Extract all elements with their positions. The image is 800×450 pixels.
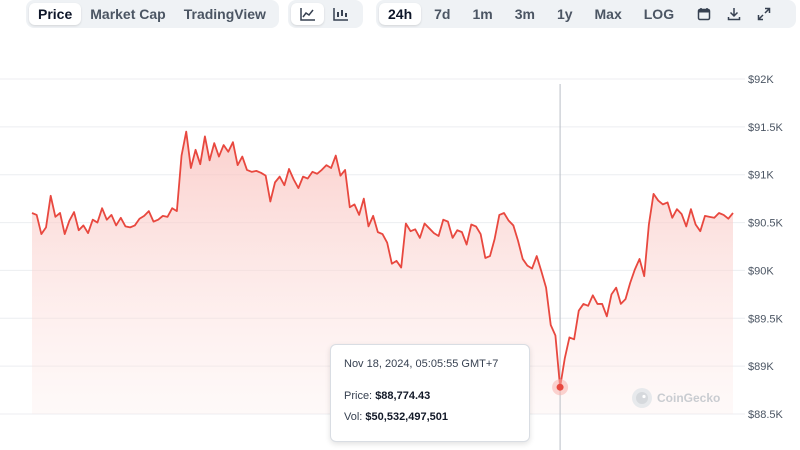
tab-price[interactable]: Price xyxy=(29,3,82,25)
expand-icon[interactable] xyxy=(749,3,779,25)
price-line xyxy=(31,130,734,389)
y-tick-label: $91.5K xyxy=(748,122,784,134)
range-max[interactable]: Max xyxy=(594,6,622,22)
tab-tradingview[interactable]: TradingView xyxy=(183,6,266,22)
range-1y[interactable]: 1y xyxy=(556,6,573,22)
tooltip-price-label: Price: xyxy=(344,390,373,402)
tooltip-price-value: $88,774.43 xyxy=(375,390,431,402)
time-range-group: 24h 7d 1m 3m 1y Max LOG xyxy=(376,0,796,28)
y-tick-label: $92K xyxy=(748,74,774,86)
price-tooltip: Nov 18, 2024, 05:05:55 GMT+7 Price: $88,… xyxy=(330,344,530,442)
calendar-icon[interactable] xyxy=(689,3,719,25)
chart-toolbar: Price Market Cap TradingView 24h 7d 1m 3… xyxy=(0,0,800,30)
tooltip-vol-row: Vol: $50,532,497,501 xyxy=(344,411,516,423)
y-tick-label: $89K xyxy=(748,361,774,373)
view-tab-group: Price Market Cap TradingView xyxy=(26,0,279,28)
chart-type-group xyxy=(288,0,363,28)
y-tick-label: $90.5K xyxy=(748,218,784,230)
tooltip-date: Nov 18, 2024, 05:05:55 GMT+7 xyxy=(344,358,499,370)
line-chart-icon[interactable] xyxy=(291,3,324,25)
range-1m[interactable]: 1m xyxy=(472,6,493,22)
hover-point xyxy=(556,383,564,391)
candlestick-chart-icon[interactable] xyxy=(324,3,357,25)
watermark-text: CoinGecko xyxy=(657,391,721,405)
download-icon[interactable] xyxy=(719,3,749,25)
y-tick-label: $88.5K xyxy=(748,409,784,421)
tooltip-price-row: Price: $88,774.43 xyxy=(344,390,516,402)
range-7d[interactable]: 7d xyxy=(434,6,451,22)
tooltip-vol-label: Vol: xyxy=(344,411,363,423)
range-24h[interactable]: 24h xyxy=(379,3,422,25)
y-tick-label: $90K xyxy=(748,265,774,277)
tab-market-cap[interactable]: Market Cap xyxy=(90,6,166,22)
tooltip-vol-value: $50,532,497,501 xyxy=(365,411,449,423)
y-tick-label: $89.5K xyxy=(748,313,784,325)
y-axis-labels: $92K $91.5K $91K $90.5K $90K $89.5K $89K $88.5K xyxy=(748,74,784,421)
coingecko-logo-icon xyxy=(632,388,652,408)
y-tick-label: $91K xyxy=(748,170,774,182)
price-area xyxy=(32,131,733,414)
coingecko-watermark: CoinGecko xyxy=(632,388,720,408)
range-3m[interactable]: 3m xyxy=(514,6,535,22)
log-scale-toggle[interactable]: LOG xyxy=(643,6,675,22)
